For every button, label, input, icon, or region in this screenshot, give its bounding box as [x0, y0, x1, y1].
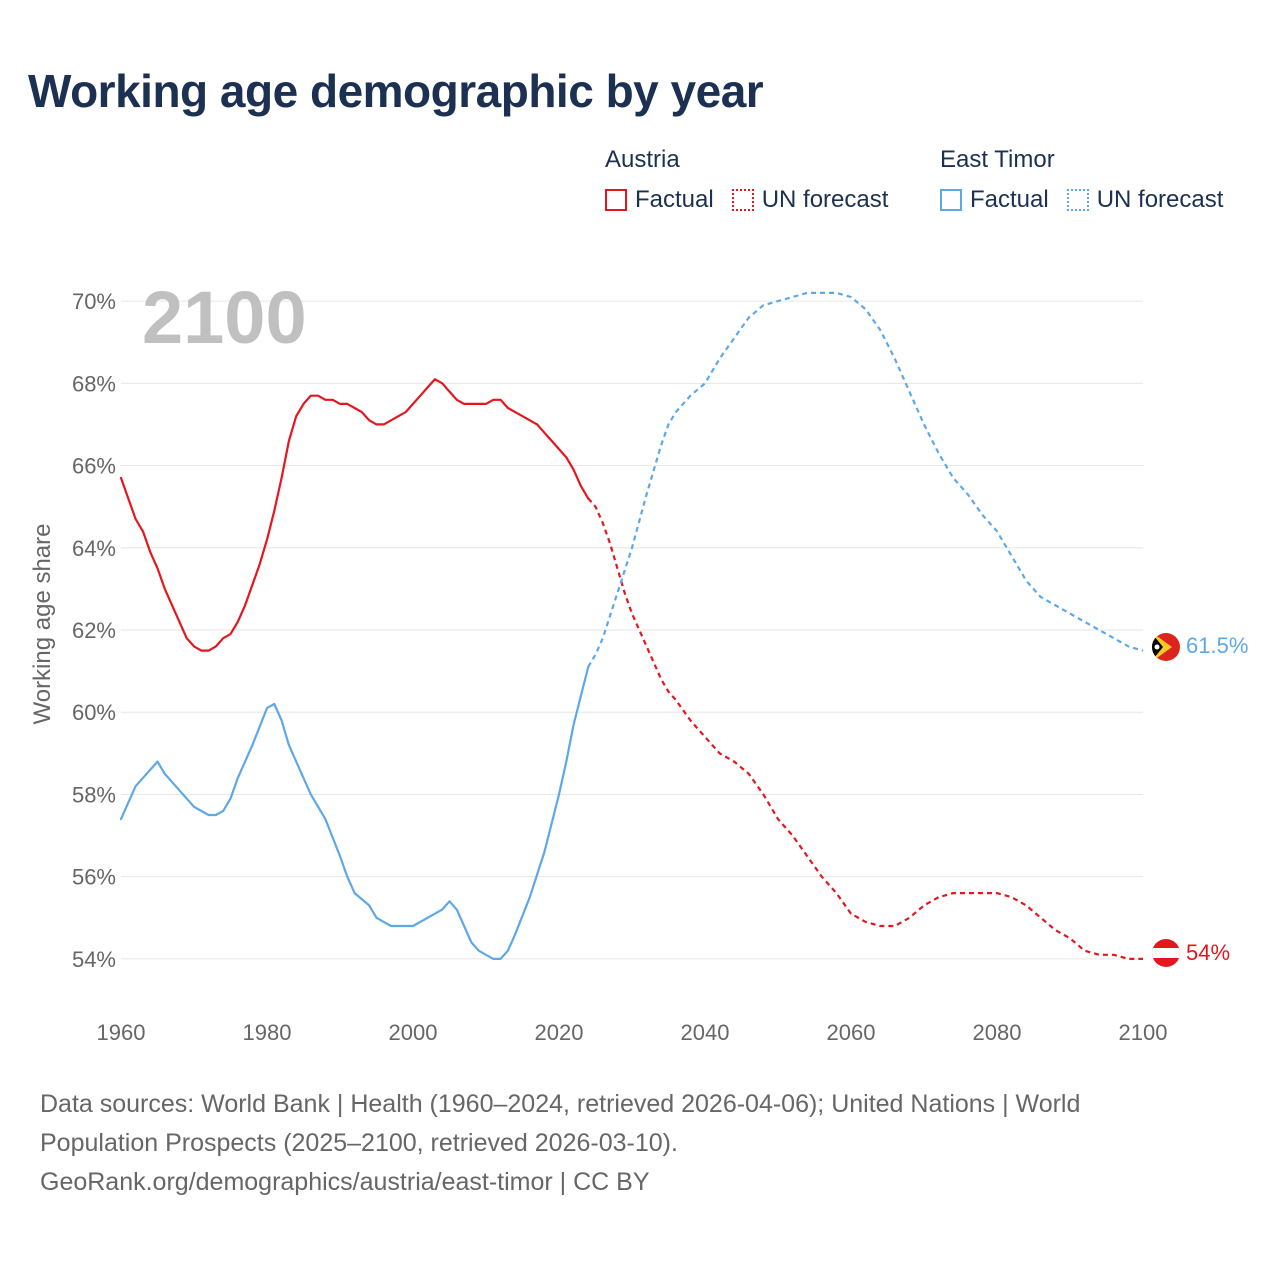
y-tick-label: 54%: [72, 947, 116, 972]
legend-item-east-timor-forecast[interactable]: UN forecast: [1066, 186, 1224, 214]
legend-country-east-timor: East Timor: [940, 146, 1055, 173]
east-timor-forecast-line: [587, 291, 1144, 668]
legend-label-east-timor-factual: Factual: [970, 186, 1049, 213]
austria-flag-icon: [1152, 939, 1180, 967]
legend-item-austria-factual[interactable]: Factual: [605, 186, 714, 214]
x-tick-label: 2020: [535, 1020, 584, 1045]
y-tick-label: 56%: [72, 865, 116, 890]
x-tick-label: 2000: [389, 1020, 438, 1045]
legend-swatch-east-timor-factual: [940, 189, 962, 211]
x-tick-label: 2080: [973, 1020, 1022, 1045]
x-axis-ticks: 1960 1980 2000 2020 2040 2060 2080 2100: [97, 1020, 1168, 1045]
y-tick-label: 70%: [72, 289, 116, 314]
legend-label-austria-forecast: UN forecast: [761, 186, 889, 213]
x-tick-label: 2060: [827, 1020, 876, 1045]
y-tick-label: 64%: [72, 536, 116, 561]
legend-item-east-timor-factual[interactable]: Factual: [940, 186, 1049, 214]
y-tick-label: 58%: [72, 782, 116, 807]
y-tick-label: 68%: [72, 371, 116, 396]
gridlines: [121, 300, 1143, 960]
legend-label-austria-factual: Factual: [635, 186, 714, 213]
x-tick-label: 2100: [1119, 1020, 1168, 1045]
legend-east-timor: East Timor Factual UN forecast: [940, 144, 1223, 214]
x-tick-label: 1960: [97, 1020, 146, 1045]
y-tick-label: 60%: [72, 700, 116, 725]
east-timor-factual-line: [119, 665, 590, 960]
y-tick-label: 66%: [72, 454, 116, 479]
footer: Data sources: World Bank | Health (1960–…: [40, 1085, 1180, 1202]
x-tick-label: 2040: [681, 1020, 730, 1045]
legend-item-austria-forecast[interactable]: UN forecast: [731, 186, 889, 214]
legend-swatch-austria-forecast: [731, 189, 754, 211]
east-timor-end-label: 61.5%: [1186, 633, 1248, 658]
y-axis-ticks: 54% 56% 58% 60% 62% 64% 66% 68% 70%: [72, 289, 116, 972]
austria-factual-line: [119, 378, 590, 652]
credit-text: GeoRank.org/demographics/austria/east-ti…: [40, 1168, 650, 1196]
data-sources-text: Data sources: World Bank | Health (1960–…: [40, 1090, 1081, 1157]
legend-country-austria: Austria: [605, 146, 680, 173]
east-timor-flag-icon: [1152, 633, 1180, 661]
chart-title: Working age demographic by year: [28, 65, 764, 117]
legend-austria: Austria Factual UN forecast: [605, 144, 888, 214]
x-tick-label: 1980: [243, 1020, 292, 1045]
series-lines: [119, 291, 1144, 960]
legend-swatch-east-timor-forecast: [1066, 189, 1089, 211]
austria-end-label: 54%: [1186, 940, 1230, 965]
y-axis-label: Working age share: [29, 524, 56, 725]
austria-forecast-line: [587, 497, 1143, 960]
legend-label-east-timor-forecast: UN forecast: [1096, 186, 1224, 213]
year-watermark: 2100: [142, 276, 307, 359]
legend-swatch-austria-factual: [605, 189, 627, 211]
y-tick-label: 62%: [72, 618, 116, 643]
